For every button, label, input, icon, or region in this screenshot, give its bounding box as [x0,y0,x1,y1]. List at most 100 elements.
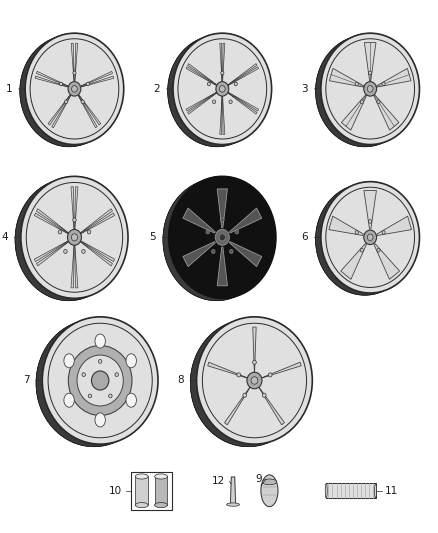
Polygon shape [78,95,97,128]
Polygon shape [186,92,217,111]
Ellipse shape [163,179,270,301]
Ellipse shape [374,483,377,498]
Bar [326,483,375,498]
Ellipse shape [15,179,122,301]
Ellipse shape [92,371,109,390]
Polygon shape [71,43,74,81]
Polygon shape [223,43,225,82]
Polygon shape [15,176,106,301]
Ellipse shape [168,35,266,147]
Polygon shape [225,387,250,425]
Ellipse shape [219,86,225,92]
Ellipse shape [215,229,229,245]
Text: 3: 3 [301,84,308,94]
Polygon shape [223,96,225,134]
Ellipse shape [25,33,124,144]
Ellipse shape [173,33,272,144]
Ellipse shape [237,373,240,377]
Polygon shape [191,317,289,447]
Polygon shape [374,244,399,279]
Polygon shape [253,327,256,372]
Ellipse shape [262,479,277,484]
Ellipse shape [226,503,240,506]
Ellipse shape [73,218,76,222]
Ellipse shape [261,475,278,507]
Polygon shape [261,362,301,378]
Polygon shape [36,317,134,447]
Ellipse shape [109,394,112,398]
Ellipse shape [191,319,306,447]
Ellipse shape [377,248,380,252]
Polygon shape [228,93,257,114]
Ellipse shape [71,86,78,92]
Ellipse shape [77,355,124,406]
Text: 10: 10 [109,486,122,496]
Polygon shape [34,213,68,234]
Polygon shape [341,95,367,130]
Polygon shape [259,387,284,425]
Polygon shape [71,187,74,229]
Ellipse shape [360,100,364,103]
Polygon shape [34,241,68,262]
Polygon shape [52,95,71,128]
Ellipse shape [135,503,148,507]
Polygon shape [220,96,222,134]
Ellipse shape [81,100,85,103]
Polygon shape [341,244,367,279]
Ellipse shape [321,182,420,293]
Ellipse shape [315,184,414,295]
Polygon shape [364,43,376,81]
Text: 7: 7 [23,375,29,385]
Ellipse shape [367,234,373,240]
Ellipse shape [360,248,364,252]
Polygon shape [316,182,399,295]
Polygon shape [81,241,115,262]
Polygon shape [329,68,364,87]
Ellipse shape [364,82,377,96]
Ellipse shape [315,35,414,147]
Ellipse shape [206,230,209,234]
Ellipse shape [86,82,89,86]
Ellipse shape [221,71,224,75]
Ellipse shape [235,230,239,234]
Ellipse shape [115,373,118,376]
Ellipse shape [99,359,102,364]
Polygon shape [75,245,78,288]
Polygon shape [168,33,251,147]
Polygon shape [75,43,78,81]
Polygon shape [230,241,262,266]
Polygon shape [377,216,412,236]
Polygon shape [186,67,217,86]
Ellipse shape [325,483,327,498]
Polygon shape [187,93,217,114]
Ellipse shape [64,249,67,253]
Ellipse shape [95,413,106,427]
Polygon shape [80,209,113,233]
Bar [131,472,172,510]
Ellipse shape [126,354,137,368]
Polygon shape [36,241,69,266]
Polygon shape [228,63,257,85]
Polygon shape [79,95,101,125]
Bar [135,477,148,505]
Polygon shape [228,67,258,86]
Ellipse shape [73,71,76,75]
Ellipse shape [367,86,373,92]
Polygon shape [163,176,254,301]
Ellipse shape [87,230,91,234]
Ellipse shape [20,35,118,147]
Ellipse shape [355,82,358,86]
Ellipse shape [67,229,81,245]
Ellipse shape [82,249,85,253]
Polygon shape [36,71,68,86]
Ellipse shape [68,345,132,416]
Ellipse shape [68,82,81,96]
Polygon shape [220,43,222,82]
Ellipse shape [212,249,215,253]
Polygon shape [183,208,215,233]
Polygon shape [364,190,376,229]
Text: 12: 12 [212,477,225,486]
Ellipse shape [355,231,358,234]
Polygon shape [81,76,114,87]
Polygon shape [75,187,78,229]
